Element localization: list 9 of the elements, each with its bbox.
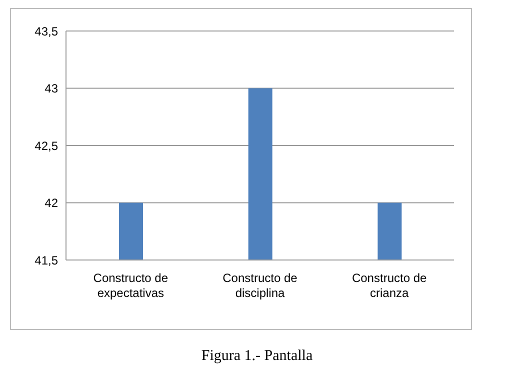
x-tick-label: Constructo de disciplina (222, 271, 298, 300)
x-tick-label: Constructo de crianza (352, 271, 428, 300)
y-tick-label: 42,5 (34, 138, 58, 153)
text: Figura 1.- Pantalla (200, 348, 314, 365)
x-tick-label: Constructo de expectativas (93, 271, 168, 300)
y-tick-label: 41,5 (34, 253, 58, 268)
y-tick-label: 42 (44, 196, 58, 210)
y-tick-label: 43,5 (34, 24, 58, 38)
y-tick-label: 43 (44, 82, 58, 96)
